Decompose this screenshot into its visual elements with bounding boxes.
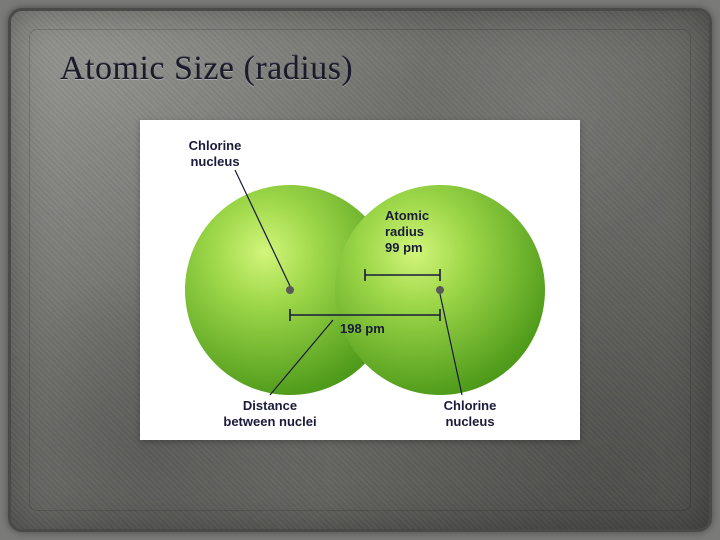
label-distance-pm: 198 pm (340, 321, 385, 336)
label-atomic-1: Atomic (385, 208, 429, 223)
label-left-nucleus-1: Chlorine (189, 138, 242, 153)
diagram-panel: Chlorine nucleus Atomic radius 99 pm 198… (140, 120, 580, 440)
label-right-nucleus-2: nucleus (445, 414, 494, 429)
label-distance-1: Distance (243, 398, 297, 413)
label-right-nucleus-1: Chlorine (444, 398, 497, 413)
label-distance-2: between nuclei (223, 414, 316, 429)
page-title: Atomic Size (radius) (60, 50, 353, 88)
atomic-radius-diagram: Chlorine nucleus Atomic radius 99 pm 198… (140, 120, 580, 440)
label-left-nucleus-2: nucleus (190, 154, 239, 169)
nucleus-left (286, 286, 294, 294)
label-atomic-2: radius (385, 224, 424, 239)
label-atomic-3: 99 pm (385, 240, 423, 255)
nucleus-right (436, 286, 444, 294)
